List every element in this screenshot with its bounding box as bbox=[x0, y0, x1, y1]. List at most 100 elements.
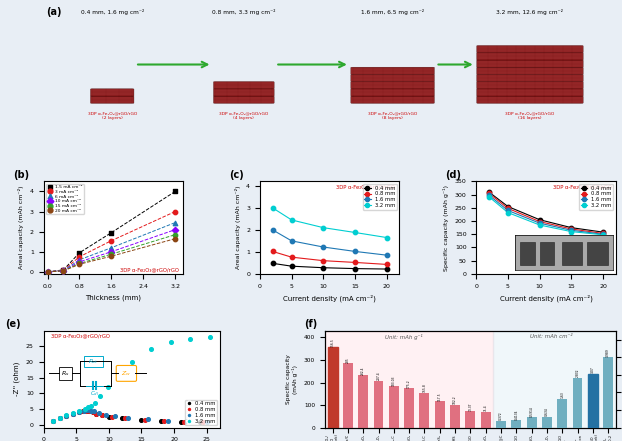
Text: 3.2 mm, 12.6 mg cm⁻²: 3.2 mm, 12.6 mg cm⁻² bbox=[496, 9, 564, 15]
FancyBboxPatch shape bbox=[351, 82, 434, 89]
X-axis label: Thickness (mm): Thickness (mm) bbox=[85, 294, 141, 301]
Line: 0.4 mm: 0.4 mm bbox=[272, 263, 387, 269]
Point bbox=[78, 408, 88, 415]
0.4 mm bbox=[485, 189, 493, 194]
Line: 0.8 mm: 0.8 mm bbox=[489, 193, 603, 233]
1.6 mm bbox=[504, 208, 512, 213]
FancyBboxPatch shape bbox=[476, 82, 583, 89]
Point bbox=[267, 248, 277, 255]
Point bbox=[104, 413, 114, 420]
Point bbox=[75, 249, 85, 256]
1.6 mm bbox=[383, 253, 391, 258]
Bar bbox=[493, 331, 616, 428]
Y-axis label: -Z'' (ohm): -Z'' (ohm) bbox=[14, 362, 21, 396]
Point bbox=[68, 409, 78, 416]
Text: (b): (b) bbox=[13, 169, 29, 179]
FancyBboxPatch shape bbox=[476, 60, 583, 67]
Point bbox=[205, 333, 215, 340]
Text: 0.4134: 0.4134 bbox=[514, 409, 518, 420]
Point bbox=[58, 267, 68, 274]
Point bbox=[90, 399, 100, 406]
Bar bbox=[603, 357, 613, 428]
Bar bbox=[511, 420, 521, 428]
0.4 mm bbox=[504, 204, 512, 209]
Bar bbox=[572, 378, 582, 428]
Text: 356.5: 356.5 bbox=[330, 338, 335, 347]
0.4 mm bbox=[320, 265, 327, 270]
Bar bbox=[419, 392, 429, 428]
Text: 3DP α-Fe₂O₃@rGO/rGO
(2 layers): 3DP α-Fe₂O₃@rGO/rGO (2 layers) bbox=[88, 111, 137, 120]
Point bbox=[382, 265, 392, 273]
Point bbox=[175, 418, 185, 425]
3.2 mm bbox=[288, 217, 295, 223]
Point bbox=[78, 408, 88, 415]
Bar bbox=[588, 374, 598, 428]
1.6 mm bbox=[536, 220, 544, 226]
Point bbox=[58, 267, 68, 274]
Point bbox=[503, 209, 513, 216]
Point bbox=[42, 268, 52, 275]
Point bbox=[106, 253, 116, 260]
3.2 mm bbox=[383, 235, 391, 240]
Bar bbox=[557, 399, 567, 428]
Bar bbox=[325, 331, 493, 428]
Point bbox=[598, 230, 608, 237]
Point bbox=[49, 417, 58, 424]
Point bbox=[62, 412, 72, 419]
Point bbox=[55, 415, 65, 422]
Point bbox=[198, 419, 208, 426]
Point bbox=[42, 268, 52, 275]
Point bbox=[49, 417, 58, 424]
Point bbox=[55, 415, 65, 422]
Point bbox=[55, 415, 65, 422]
1.6 mm bbox=[485, 193, 493, 198]
0.8 mm bbox=[600, 231, 607, 236]
Point bbox=[103, 384, 113, 391]
0.4 mm bbox=[600, 229, 607, 235]
Legend: 0.4 mm, 0.8 mm, 1.6 mm, 3.2 mm: 0.4 mm, 0.8 mm, 1.6 mm, 3.2 mm bbox=[185, 400, 217, 425]
Point bbox=[170, 226, 180, 233]
Point bbox=[106, 244, 116, 251]
Text: 285: 285 bbox=[346, 357, 350, 363]
Point bbox=[117, 415, 127, 422]
Legend: 1.5 mA cm⁻², 3 mA cm⁻², 6 mA cm⁻², 10 mA cm⁻², 15 mA cm⁻², 20 mA cm⁻²: 1.5 mA cm⁻², 3 mA cm⁻², 6 mA cm⁻², 10 mA… bbox=[46, 183, 84, 214]
FancyBboxPatch shape bbox=[213, 96, 274, 103]
3.2 mm bbox=[485, 194, 493, 199]
Point bbox=[156, 417, 166, 424]
Point bbox=[567, 227, 577, 234]
3.2 mm bbox=[536, 222, 544, 228]
Text: 1.63: 1.63 bbox=[560, 392, 564, 398]
Point bbox=[58, 267, 68, 274]
Legend: 0.4 mm, 0.8 mm, 1.6 mm, 3.2 mm: 0.4 mm, 0.8 mm, 1.6 mm, 3.2 mm bbox=[579, 184, 613, 209]
0.8 mm bbox=[269, 249, 276, 254]
Text: 3DP α-Fe₂O₃@rGO/rGO
(8 layers): 3DP α-Fe₂O₃@rGO/rGO (8 layers) bbox=[368, 111, 417, 120]
0.4 mm bbox=[269, 261, 276, 266]
Text: 3DP α-Fe₂O₃@rGO/rGO: 3DP α-Fe₂O₃@rGO/rGO bbox=[337, 184, 395, 189]
FancyBboxPatch shape bbox=[351, 89, 434, 96]
Point bbox=[170, 188, 180, 195]
Line: 3.2 mm: 3.2 mm bbox=[272, 208, 387, 238]
Point bbox=[382, 234, 392, 241]
Text: 3.07: 3.07 bbox=[591, 366, 595, 373]
Text: 0.8 mm, 3.3 mg cm⁻²: 0.8 mm, 3.3 mg cm⁻² bbox=[212, 9, 276, 15]
Point bbox=[318, 224, 328, 231]
Text: (d): (d) bbox=[445, 169, 462, 179]
Point bbox=[182, 418, 192, 425]
X-axis label: Current density (mA cm⁻²): Current density (mA cm⁻²) bbox=[283, 294, 376, 302]
Point bbox=[535, 220, 545, 227]
Point bbox=[503, 203, 513, 210]
Text: 0.5914: 0.5914 bbox=[529, 406, 534, 417]
Point bbox=[68, 410, 78, 417]
Point bbox=[114, 371, 124, 378]
Y-axis label: Specific capacity
(mAh g⁻¹): Specific capacity (mAh g⁻¹) bbox=[286, 354, 299, 404]
Point bbox=[535, 218, 545, 225]
Line: 0.4 mm: 0.4 mm bbox=[489, 192, 603, 232]
Point bbox=[75, 260, 85, 267]
Point bbox=[535, 221, 545, 228]
Line: 1.6 mm: 1.6 mm bbox=[272, 230, 387, 255]
Text: 73.37: 73.37 bbox=[468, 402, 472, 411]
Text: 3DP α-Fe₂O₃@rGO/rGO: 3DP α-Fe₂O₃@rGO/rGO bbox=[50, 333, 109, 339]
1.6 mm bbox=[351, 249, 359, 254]
FancyBboxPatch shape bbox=[476, 53, 583, 60]
Bar bbox=[496, 421, 506, 428]
